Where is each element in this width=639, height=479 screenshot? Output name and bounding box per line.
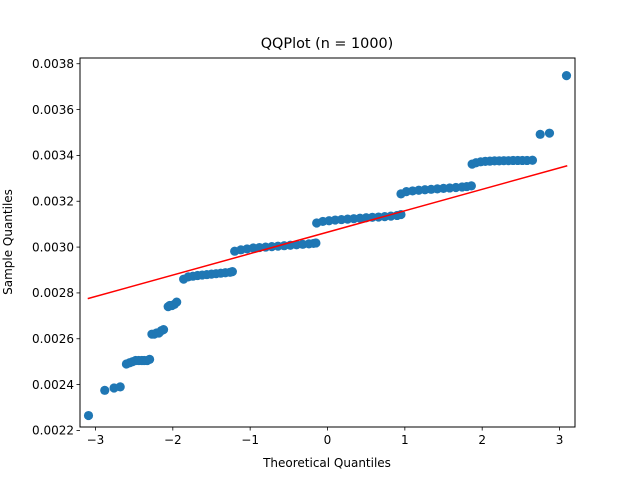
data-points [83, 71, 572, 421]
x-tick-label: 0 [324, 433, 332, 447]
x-axis-label: Theoretical Quantiles [262, 456, 391, 470]
data-point [115, 382, 125, 392]
y-tick-label: 0.0028 [32, 286, 74, 300]
x-tick-label: 2 [478, 433, 486, 447]
plot-area: −3 −2 −1 0 1 2 3 0.0022 0.0024 0.0026 0.0028 0.003… [32, 57, 576, 447]
data-point [561, 71, 572, 81]
x-tick-label: −3 [87, 433, 105, 447]
data-point [535, 129, 545, 139]
y-tick-label: 0.0030 [32, 240, 74, 254]
chart-title: QQPlot (n = 1000) [261, 36, 394, 52]
data-point [527, 155, 538, 165]
x-axis-ticks: −3 −2 −1 0 1 2 3 [87, 427, 564, 447]
y-tick-label: 0.0032 [32, 195, 74, 209]
data-point [544, 128, 555, 138]
x-tick-label: 3 [556, 433, 564, 447]
reference-line-group [87, 164, 568, 300]
y-axis-ticks: 0.0022 0.0024 0.0026 0.0028 0.0030 0.0032 0.00… [32, 57, 80, 438]
y-tick-label: 0.0038 [32, 57, 74, 71]
x-tick-label: 1 [401, 433, 409, 447]
data-point [311, 238, 321, 248]
y-tick-label: 0.0024 [32, 378, 74, 392]
y-tick-label: 0.0022 [32, 424, 74, 438]
data-point [227, 267, 237, 277]
y-tick-label: 0.0026 [32, 332, 74, 346]
y-tick-label: 0.0036 [32, 103, 74, 117]
data-point [83, 410, 94, 421]
x-tick-label: −2 [164, 433, 182, 447]
data-point [172, 297, 182, 307]
y-tick-label: 0.0034 [32, 149, 74, 163]
data-point [145, 354, 155, 364]
data-point [158, 324, 169, 335]
reference-line [87, 164, 568, 300]
x-tick-label: −1 [241, 433, 259, 447]
y-axis-label: Sample Quantiles [1, 189, 15, 295]
data-point [100, 385, 110, 395]
data-point [466, 181, 476, 191]
